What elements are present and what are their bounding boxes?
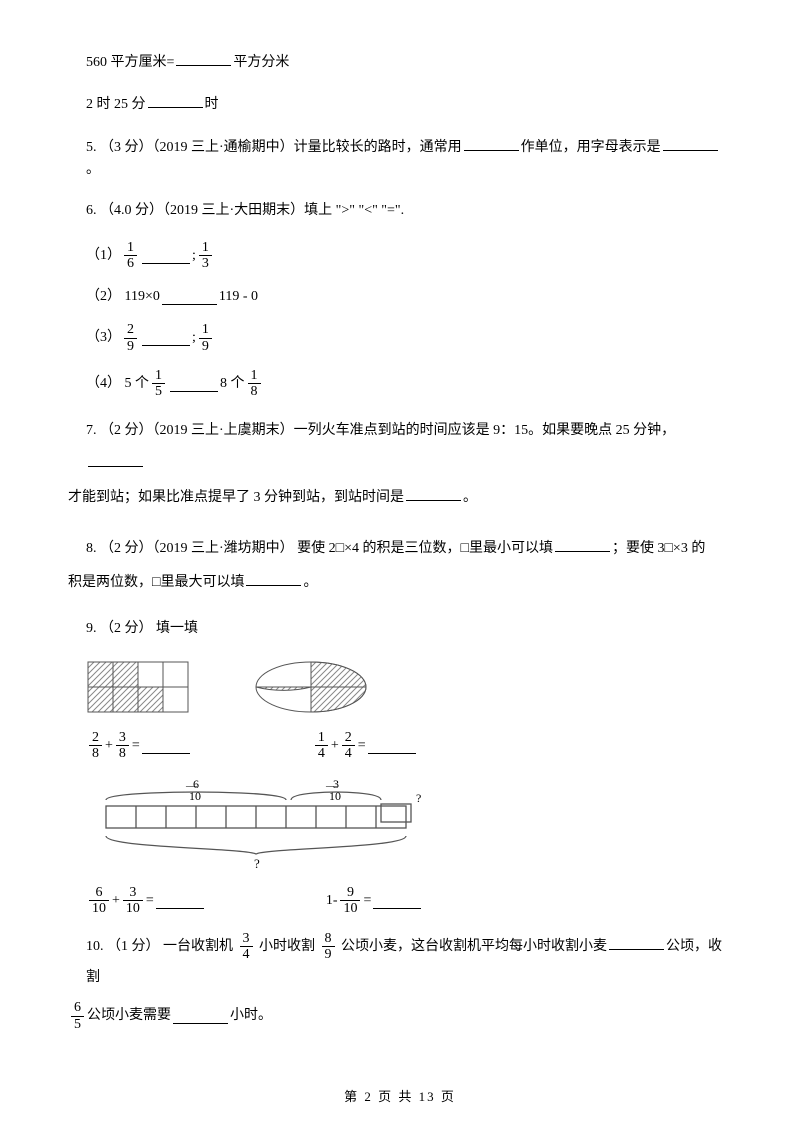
- fraction-icon: 910: [340, 885, 360, 917]
- fraction-icon: 28: [89, 730, 102, 762]
- fraction-icon: 34: [240, 931, 253, 963]
- question-8: 8. （2 分）（2019 三上·潍坊期中） 要使 2□×4 的积是三位数，□里…: [86, 532, 732, 599]
- text: 公顷小麦，这台收割机平均每小时收割小麦: [341, 939, 607, 954]
- text: ；要使 3□×3 的: [612, 541, 705, 556]
- eq: =: [146, 890, 154, 912]
- text: 10. （1 分） 一台收割机: [86, 939, 233, 954]
- op: +: [331, 735, 339, 757]
- eq: =: [132, 735, 140, 757]
- text: 7. （2 分）（2019 三上·上虞期末）一列火车准点到站的时间应该是 9：1…: [86, 423, 675, 438]
- text: 。: [86, 162, 100, 177]
- semicolon: ;: [192, 245, 196, 267]
- svg-text:10: 10: [189, 789, 201, 803]
- svg-text:?: ?: [416, 791, 421, 805]
- label: （1）: [86, 245, 121, 267]
- label: （2） 119×0: [86, 286, 160, 308]
- text: 6. （4.0 分）（2019 三上·大田期末）填上 ">" "<" "=".: [86, 203, 404, 218]
- fraction-icon: 13: [199, 240, 212, 272]
- fraction-icon: 65: [71, 1000, 84, 1032]
- op: +: [112, 890, 120, 912]
- blank[interactable]: [368, 738, 416, 754]
- blank[interactable]: [555, 536, 610, 552]
- conversion-line-1: 560 平方厘米= 平方分米: [86, 50, 732, 74]
- text: 119 - 0: [219, 286, 258, 308]
- text: 8 个: [220, 373, 245, 395]
- fraction-icon: 89: [322, 931, 335, 963]
- text: 公顷小麦需要: [87, 1001, 171, 1032]
- eq: =: [363, 890, 371, 912]
- q9-figures: [86, 658, 732, 716]
- bar-figure: 6 — 10 3 — 10 ? ?: [86, 776, 732, 871]
- svg-text:10: 10: [329, 789, 341, 803]
- fraction-icon: 38: [116, 730, 129, 762]
- eq-row-2: 610 + 310 = 1- 910 =: [86, 885, 732, 917]
- fraction-icon: 14: [315, 730, 328, 762]
- text: 560 平方厘米=: [86, 55, 174, 70]
- fraction-icon: 19: [199, 322, 212, 354]
- fraction-icon: 310: [123, 885, 143, 917]
- question-6-head: 6. （4.0 分）（2019 三上·大田期末）填上 ">" "<" "=".: [86, 200, 732, 222]
- text: 平方分米: [233, 55, 289, 70]
- blank[interactable]: [148, 92, 203, 108]
- text: 才能到站；如果比准点提早了 3 分钟到站，到站时间是: [68, 490, 404, 505]
- q6-sub2: （2） 119×0 119 - 0: [86, 286, 732, 308]
- blank[interactable]: [88, 451, 143, 467]
- blank[interactable]: [173, 1008, 228, 1024]
- page-footer: 第 2 页 共 13 页: [0, 1087, 800, 1108]
- q6-sub3: （3） 29 ; 19: [86, 322, 732, 354]
- page-number: 第 2 页 共 13 页: [344, 1089, 456, 1104]
- text: 作单位，用字母表示是: [521, 140, 661, 155]
- text: 小时。: [230, 1001, 272, 1032]
- blank[interactable]: [464, 135, 519, 151]
- blank[interactable]: [373, 893, 421, 909]
- blank[interactable]: [406, 485, 461, 501]
- question-9-head: 9. （2 分） 填一填: [86, 618, 732, 640]
- blank[interactable]: [663, 135, 718, 151]
- blank[interactable]: [142, 248, 190, 264]
- text: 8. （2 分）（2019 三上·潍坊期中） 要使 2□×4 的积是三位数，□里…: [86, 541, 553, 556]
- text: 。: [463, 490, 477, 505]
- fraction-icon: 24: [342, 730, 355, 762]
- question-5: 5. （3 分）（2019 三上·通榆期中）计量比较长的路时，通常用 作单位，用字…: [86, 135, 732, 182]
- text: 积是两位数，□里最大可以填: [68, 575, 244, 590]
- fraction-icon: 18: [248, 368, 261, 400]
- blank[interactable]: [170, 376, 218, 392]
- semicolon: ;: [192, 327, 196, 349]
- text: 5. （3 分）（2019 三上·通榆期中）计量比较长的路时，通常用: [86, 140, 462, 155]
- text: 2 时 25 分: [86, 97, 146, 112]
- blank[interactable]: [246, 570, 301, 586]
- eq-row-1: 28 + 38 = 14 + 24 =: [86, 730, 732, 762]
- text: 。: [303, 575, 317, 590]
- svg-text:?: ?: [254, 856, 260, 871]
- q6-sub1: （1） 16 ; 13: [86, 240, 732, 272]
- question-7: 7. （2 分）（2019 三上·上虞期末）一列火车准点到站的时间应该是 9：1…: [86, 414, 732, 515]
- label: （3）: [86, 327, 121, 349]
- text: 1-: [326, 890, 338, 912]
- blank[interactable]: [142, 330, 190, 346]
- shapes-figure: [86, 658, 406, 716]
- fraction-icon: 16: [124, 240, 137, 272]
- text: 时: [205, 97, 219, 112]
- conversion-line-2: 2 时 25 分 时: [86, 92, 732, 116]
- eq: =: [358, 735, 366, 757]
- blank[interactable]: [142, 738, 190, 754]
- text: 9. （2 分） 填一填: [86, 621, 198, 636]
- number-line-icon: 6 — 10 3 — 10 ? ?: [86, 776, 446, 871]
- question-10: 10. （1 分） 一台收割机 34 小时收割 89 公顷小麦，这台收割机平均每…: [86, 931, 732, 1032]
- blank[interactable]: [156, 893, 204, 909]
- op: +: [105, 735, 113, 757]
- fraction-icon: 610: [89, 885, 109, 917]
- blank[interactable]: [176, 50, 231, 66]
- q6-sub4: （4） 5 个 15 8 个 18: [86, 368, 732, 400]
- blank[interactable]: [162, 289, 217, 305]
- blank[interactable]: [609, 934, 664, 950]
- label: （4） 5 个: [86, 373, 149, 395]
- fraction-icon: 29: [124, 322, 137, 354]
- fraction-icon: 15: [152, 368, 165, 400]
- text: 小时收割: [259, 939, 315, 954]
